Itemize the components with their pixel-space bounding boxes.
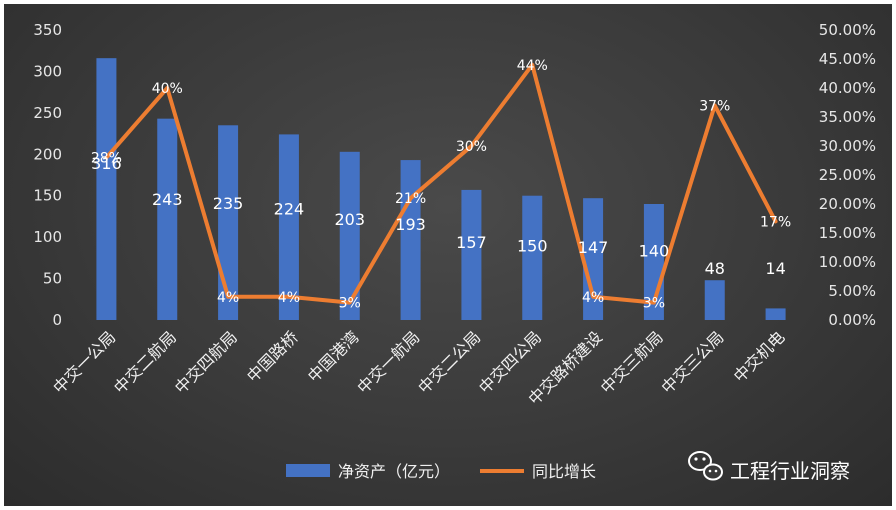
category-label: 中交四航局 xyxy=(171,327,241,397)
bar-value-label: 147 xyxy=(578,238,609,257)
line-value-label: 3% xyxy=(339,296,361,312)
bar xyxy=(96,58,117,321)
right-axis-tick: 15.00% xyxy=(819,224,876,242)
bar xyxy=(278,134,299,320)
right-axis-tick: 45.00% xyxy=(819,50,876,68)
bar-value-label: 140 xyxy=(639,241,670,260)
legend-label-bar: 净资产（亿元） xyxy=(338,462,450,481)
bar xyxy=(704,280,725,320)
left-axis-tick: 200 xyxy=(33,145,62,163)
bar xyxy=(157,118,178,321)
bar-value-label: 150 xyxy=(517,236,548,255)
category-label: 中交三公局 xyxy=(658,327,728,397)
bar-value-label: 48 xyxy=(705,259,725,278)
bar-value-label: 203 xyxy=(334,210,365,229)
bar-value-label: 14 xyxy=(765,259,785,278)
line-value-label: 44% xyxy=(517,58,548,74)
line-value-label: 4% xyxy=(278,290,300,306)
right-axis-tick: 25.00% xyxy=(819,166,876,184)
bar-value-label: 157 xyxy=(456,233,487,252)
left-axis: 0 50 100 150 200 250 300 350 xyxy=(33,21,62,329)
line-value-label: 4% xyxy=(217,290,239,306)
bar xyxy=(765,308,786,320)
category-label: 中交机电 xyxy=(730,327,789,386)
category-label: 中交二航局 xyxy=(110,327,180,397)
watermark: 工程行业洞察 xyxy=(688,451,850,483)
right-axis-tick: 35.00% xyxy=(819,108,876,126)
left-axis-tick: 350 xyxy=(33,21,62,39)
bar xyxy=(461,189,482,320)
bar-series xyxy=(96,58,786,321)
left-axis-tick: 100 xyxy=(33,228,62,246)
bar-value-label: 316 xyxy=(91,154,122,173)
line-series xyxy=(104,62,778,305)
right-axis-tick: 10.00% xyxy=(819,253,876,271)
right-axis-tick: 40.00% xyxy=(819,79,876,97)
line-value-label: 37% xyxy=(699,98,730,114)
right-axis-tick: 30.00% xyxy=(819,137,876,155)
bar xyxy=(400,160,421,320)
bar xyxy=(339,151,360,320)
line-value-label: 4% xyxy=(582,290,604,306)
left-axis-tick: 300 xyxy=(33,62,62,80)
chart-background xyxy=(4,4,892,506)
right-axis: 0.00% 5.00% 10.00% 15.00% 20.00% 25.00% 30.00%… xyxy=(819,21,876,329)
left-axis-tick: 150 xyxy=(33,187,62,205)
legend-label-line: 同比增长 xyxy=(532,462,596,481)
line-data-labels: 28% 40% 4% 4% 3% 21% 30% 44% 4% 3% 37% 17% xyxy=(91,58,791,312)
right-axis-tick: 0.00% xyxy=(828,311,876,329)
watermark-text: 工程行业洞察 xyxy=(730,459,850,483)
line-value-label: 3% xyxy=(643,296,665,312)
line-value-label: 17% xyxy=(760,214,791,230)
legend: 净资产（亿元） 同比增长 xyxy=(286,462,596,481)
bar xyxy=(522,195,543,320)
right-axis-tick: 5.00% xyxy=(828,282,876,300)
bar xyxy=(583,198,604,320)
line-value-label: 40% xyxy=(152,81,183,97)
left-axis-tick: 50 xyxy=(43,270,62,288)
category-label: 中交一公局 xyxy=(49,327,119,397)
right-axis-tick: 50.00% xyxy=(819,21,876,39)
bar-data-labels: 316 243 235 224 203 193 157 150 147 140 48 14 xyxy=(91,154,786,278)
wechat-icon xyxy=(688,451,723,481)
category-label: 中交三航局 xyxy=(597,327,667,397)
bar xyxy=(218,125,239,321)
category-label: 中国港湾 xyxy=(304,327,363,386)
category-label: 中交一航局 xyxy=(353,327,423,397)
right-axis-tick: 20.00% xyxy=(819,195,876,213)
category-label: 中国路桥 xyxy=(243,327,302,386)
left-axis-tick: 250 xyxy=(33,104,62,122)
bar-value-label: 235 xyxy=(213,194,244,213)
line-value-label: 28% xyxy=(91,151,122,167)
bar-value-label: 224 xyxy=(274,200,305,219)
left-axis-tick: 0 xyxy=(52,311,62,329)
bar-value-label: 193 xyxy=(395,215,426,234)
bar-value-label: 243 xyxy=(152,190,183,209)
line-value-label: 30% xyxy=(456,139,487,155)
legend-swatch-bar xyxy=(286,464,330,477)
growth-line xyxy=(104,62,778,305)
line-value-label: 21% xyxy=(395,191,426,207)
category-label: 中交二公局 xyxy=(414,327,484,397)
